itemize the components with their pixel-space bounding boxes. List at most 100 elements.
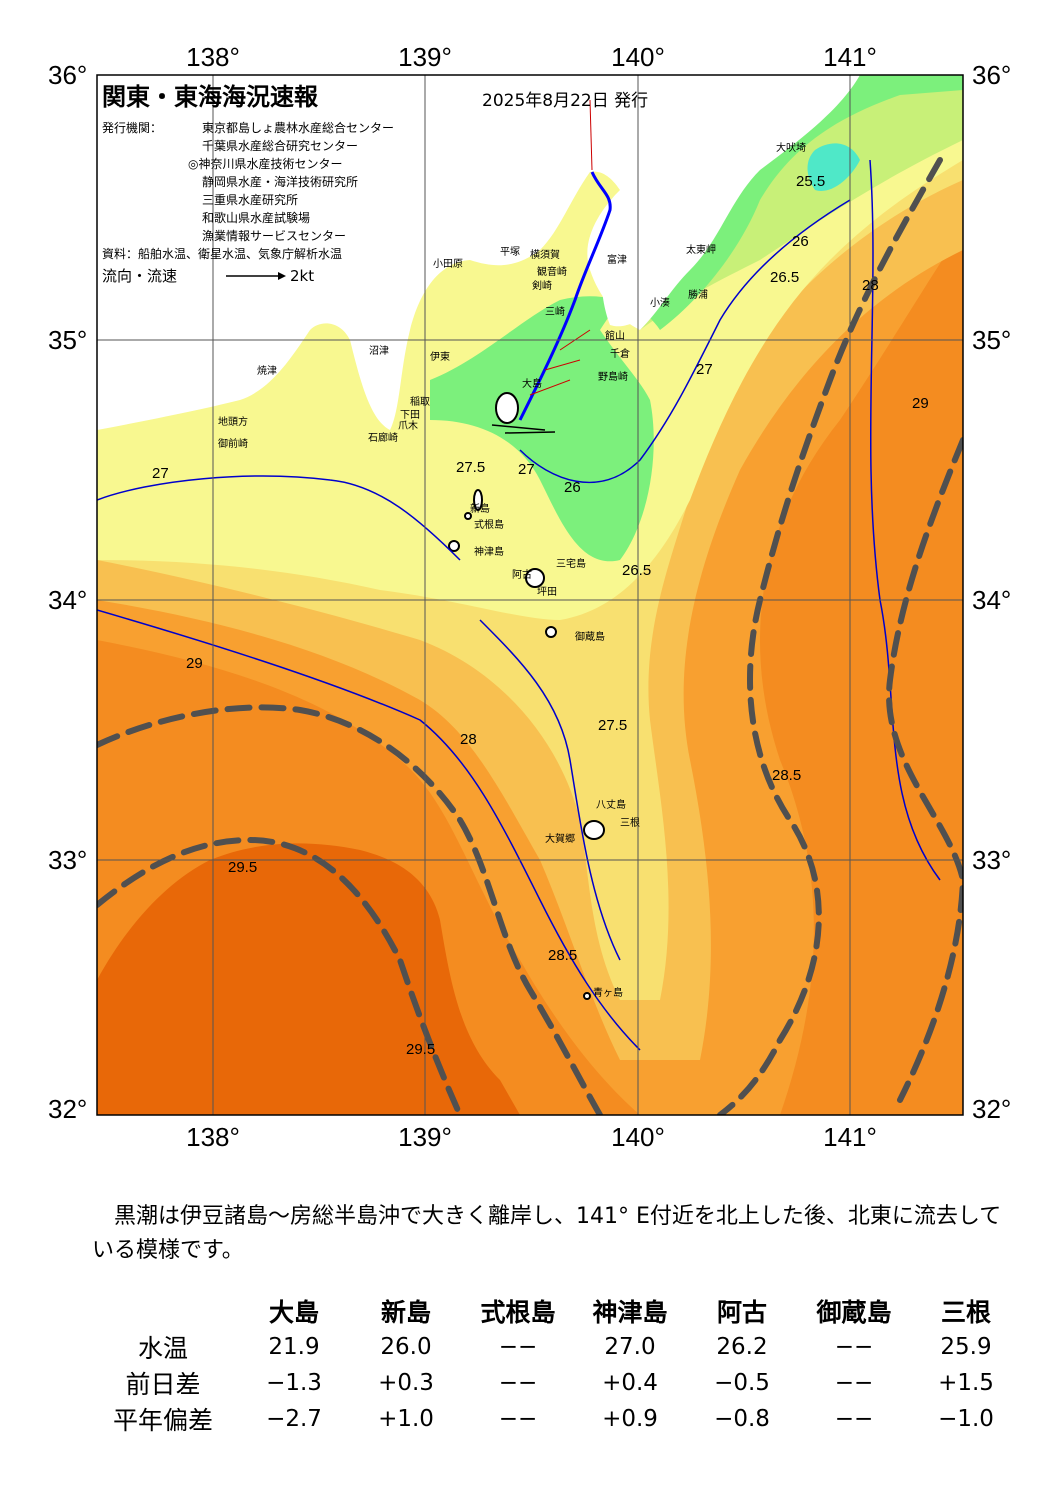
issuer-line: 漁業情報サービスセンター: [202, 229, 346, 243]
station-header: 神津島: [592, 1298, 668, 1327]
place-name: 大賀郷: [545, 832, 575, 845]
table-cell: −0.5: [714, 1370, 770, 1396]
place-name: 下田: [400, 410, 420, 421]
current-arrow: [589, 99, 593, 171]
isotherm-label: 25.5: [796, 173, 825, 190]
place-name: 横須賀: [530, 248, 560, 261]
lon-tick-bottom: 139°: [398, 1122, 452, 1152]
isotherm-label: 29: [186, 655, 203, 672]
place-name: 小湊: [650, 296, 670, 309]
isotherm-label: 29.5: [228, 859, 257, 876]
map-border: [96, 74, 964, 1116]
place-name: 三宅島: [556, 557, 586, 570]
lon-tick-bottom: 140°: [611, 1122, 665, 1152]
place-name: 富津: [607, 253, 627, 266]
place-name: 爪木: [398, 420, 418, 432]
isotherm-label: 28.5: [772, 767, 801, 784]
land-kozushima: [448, 540, 460, 552]
current-arrow-black: [504, 431, 556, 434]
place-name: 稲取: [410, 396, 430, 408]
issuer-line: 和歌山県水産試験場: [202, 210, 310, 225]
isotherm-label: 28: [460, 731, 477, 748]
isotherm-label: 26: [564, 479, 581, 496]
place-name: 野島崎: [598, 370, 628, 383]
place-name: 三根: [620, 816, 640, 829]
table-cell: +0.9: [602, 1406, 658, 1432]
lat-tick-right: 36°: [972, 60, 1011, 90]
table-row: 前日差 −1.3 +0.3 −− +0.4 −0.5 −− +1.5: [88, 1365, 1022, 1401]
place-name: 沼津: [369, 344, 389, 357]
place-name: 式根島: [474, 518, 504, 531]
isotherm-label: 26.5: [770, 269, 799, 286]
current-arrow-black: [491, 424, 546, 431]
station-header: 式根島: [480, 1298, 556, 1327]
lon-tick-bottom: 141°: [823, 1122, 877, 1152]
land-boso: [600, 179, 691, 327]
row-label: 平年偏差: [112, 1406, 213, 1435]
table-row: 水温 21.9 26.0 −− 27.0 26.2 −− 25.9: [88, 1329, 1022, 1365]
isotherm-26: [519, 199, 851, 484]
place-name: 勝浦: [688, 288, 708, 301]
land-miyakejima: [525, 568, 545, 588]
station-header: 三根: [940, 1298, 991, 1327]
place-name: 坪田: [537, 585, 557, 598]
isotherm-label: 26: [792, 233, 809, 250]
isotherm-label: 28.5: [548, 947, 577, 964]
place-name: 太東岬: [686, 243, 716, 256]
kuroshio-axis-south: [97, 836, 463, 1115]
place-name: 館山: [605, 329, 625, 342]
place-name: 石廊崎: [368, 431, 398, 444]
lat-tick-right: 35°: [972, 325, 1011, 355]
isotherm-28: [97, 609, 641, 1051]
place-name: 焼津: [257, 365, 277, 377]
summary-text: 黒潮は伊豆諸島～房総半島沖で大きく離岸し、141° E付近を北上した後、北東に流…: [92, 1200, 1002, 1268]
kuroshio-axis-far-east: [886, 437, 963, 1103]
station-header: 御蔵島: [816, 1298, 892, 1327]
table-cell: 25.9: [940, 1334, 992, 1360]
sea-zone-26: [430, 75, 963, 562]
coastal-current-line: [518, 171, 612, 421]
lon-tick-bottom: 138°: [186, 1122, 240, 1152]
row-label: 前日差: [125, 1370, 201, 1399]
issuer-line: 静岡県水産・海洋技術研究所: [202, 174, 358, 189]
kuroshio-axis-east: [717, 157, 943, 1115]
map-canvas: 138° 139° 140° 141° 138° 139° 140° 141° …: [48, 42, 1011, 1152]
table-cell: 21.9: [268, 1334, 320, 1360]
current-legend-arrowhead: [278, 272, 286, 280]
place-name: 千倉: [610, 347, 630, 360]
table-cell: −−: [498, 1334, 538, 1360]
lat-tick-left: 36°: [48, 60, 87, 90]
issuer-line: 千葉県水産総合研究センター: [202, 138, 358, 153]
place-name: 観音崎: [537, 265, 567, 278]
lat-tick-right: 32°: [972, 1094, 1011, 1124]
place-name: 大吠埼: [776, 141, 806, 154]
isotherm-label: 27: [152, 465, 169, 482]
table-cell: +1.5: [938, 1370, 994, 1396]
table-cell: −−: [834, 1370, 874, 1396]
lat-tick-right: 33°: [972, 845, 1011, 875]
table-cell: −1.0: [938, 1406, 994, 1432]
table-header-row: 大島 新島 式根島 神津島 阿古 御蔵島 三根: [88, 1293, 1022, 1329]
land-izu-oshima: [495, 392, 519, 424]
place-name: 御蔵島: [575, 630, 605, 643]
table-cell: −2.7: [266, 1406, 322, 1432]
place-name: 八丈島: [596, 798, 626, 811]
table-cell: 27.0: [604, 1334, 656, 1360]
table-cell: 26.0: [380, 1334, 432, 1360]
sea-zone-29-5: [97, 843, 520, 1115]
data-source: 資料：船舶水温、衛星水温、気象庁解析水温: [102, 246, 342, 261]
place-name: 青ヶ島: [593, 986, 623, 999]
place-name: 三崎: [545, 305, 565, 318]
table-corner: [88, 1293, 238, 1329]
isotherm-label: 27.5: [456, 459, 485, 476]
issuer-line: 三重県水産研究所: [202, 192, 298, 207]
issue-date: 2025年8月22日 発行: [482, 91, 648, 111]
sea-zone-25-5: [807, 143, 860, 191]
place-name: 小田原: [433, 258, 463, 270]
table-cell: −−: [498, 1370, 538, 1396]
land-aogashima: [583, 992, 591, 1000]
place-name: 阿古: [512, 568, 532, 581]
lon-tick-top: 140°: [611, 42, 665, 72]
current-arrow: [529, 379, 571, 396]
place-name: 大島: [522, 377, 542, 390]
